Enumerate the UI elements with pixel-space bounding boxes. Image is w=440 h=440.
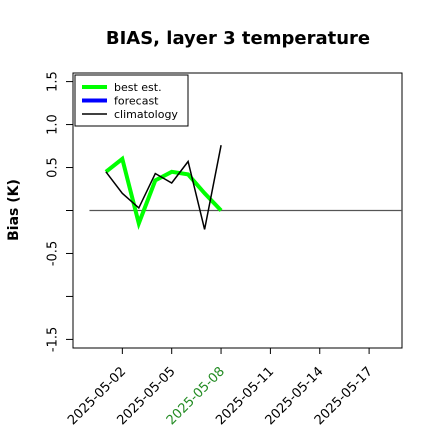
legend-label: best est. xyxy=(114,81,162,94)
series-layer xyxy=(104,145,223,230)
chart-title: BIAS, layer 3 temperature xyxy=(106,28,370,49)
series-line-climatology xyxy=(105,145,222,230)
y-tick-label: 1.5 xyxy=(46,71,61,92)
legend-label: forecast xyxy=(114,95,159,108)
x-ticks: 2025-05-022025-05-052025-05-082025-05-11… xyxy=(65,348,376,428)
y-tick-label: 1.0 xyxy=(46,114,61,135)
y-tick-label: -0.5 xyxy=(46,241,61,266)
series-line-best-est xyxy=(104,155,223,230)
y-tick-label: 0.5 xyxy=(46,157,61,178)
y-tick-label: -1.5 xyxy=(46,327,61,352)
y-axis-label: Bias (K) xyxy=(6,179,22,241)
legend-label: climatology xyxy=(114,108,178,121)
y-ticks: 1.5 1.0 0.5 -0.5 -1.5 xyxy=(46,71,73,352)
